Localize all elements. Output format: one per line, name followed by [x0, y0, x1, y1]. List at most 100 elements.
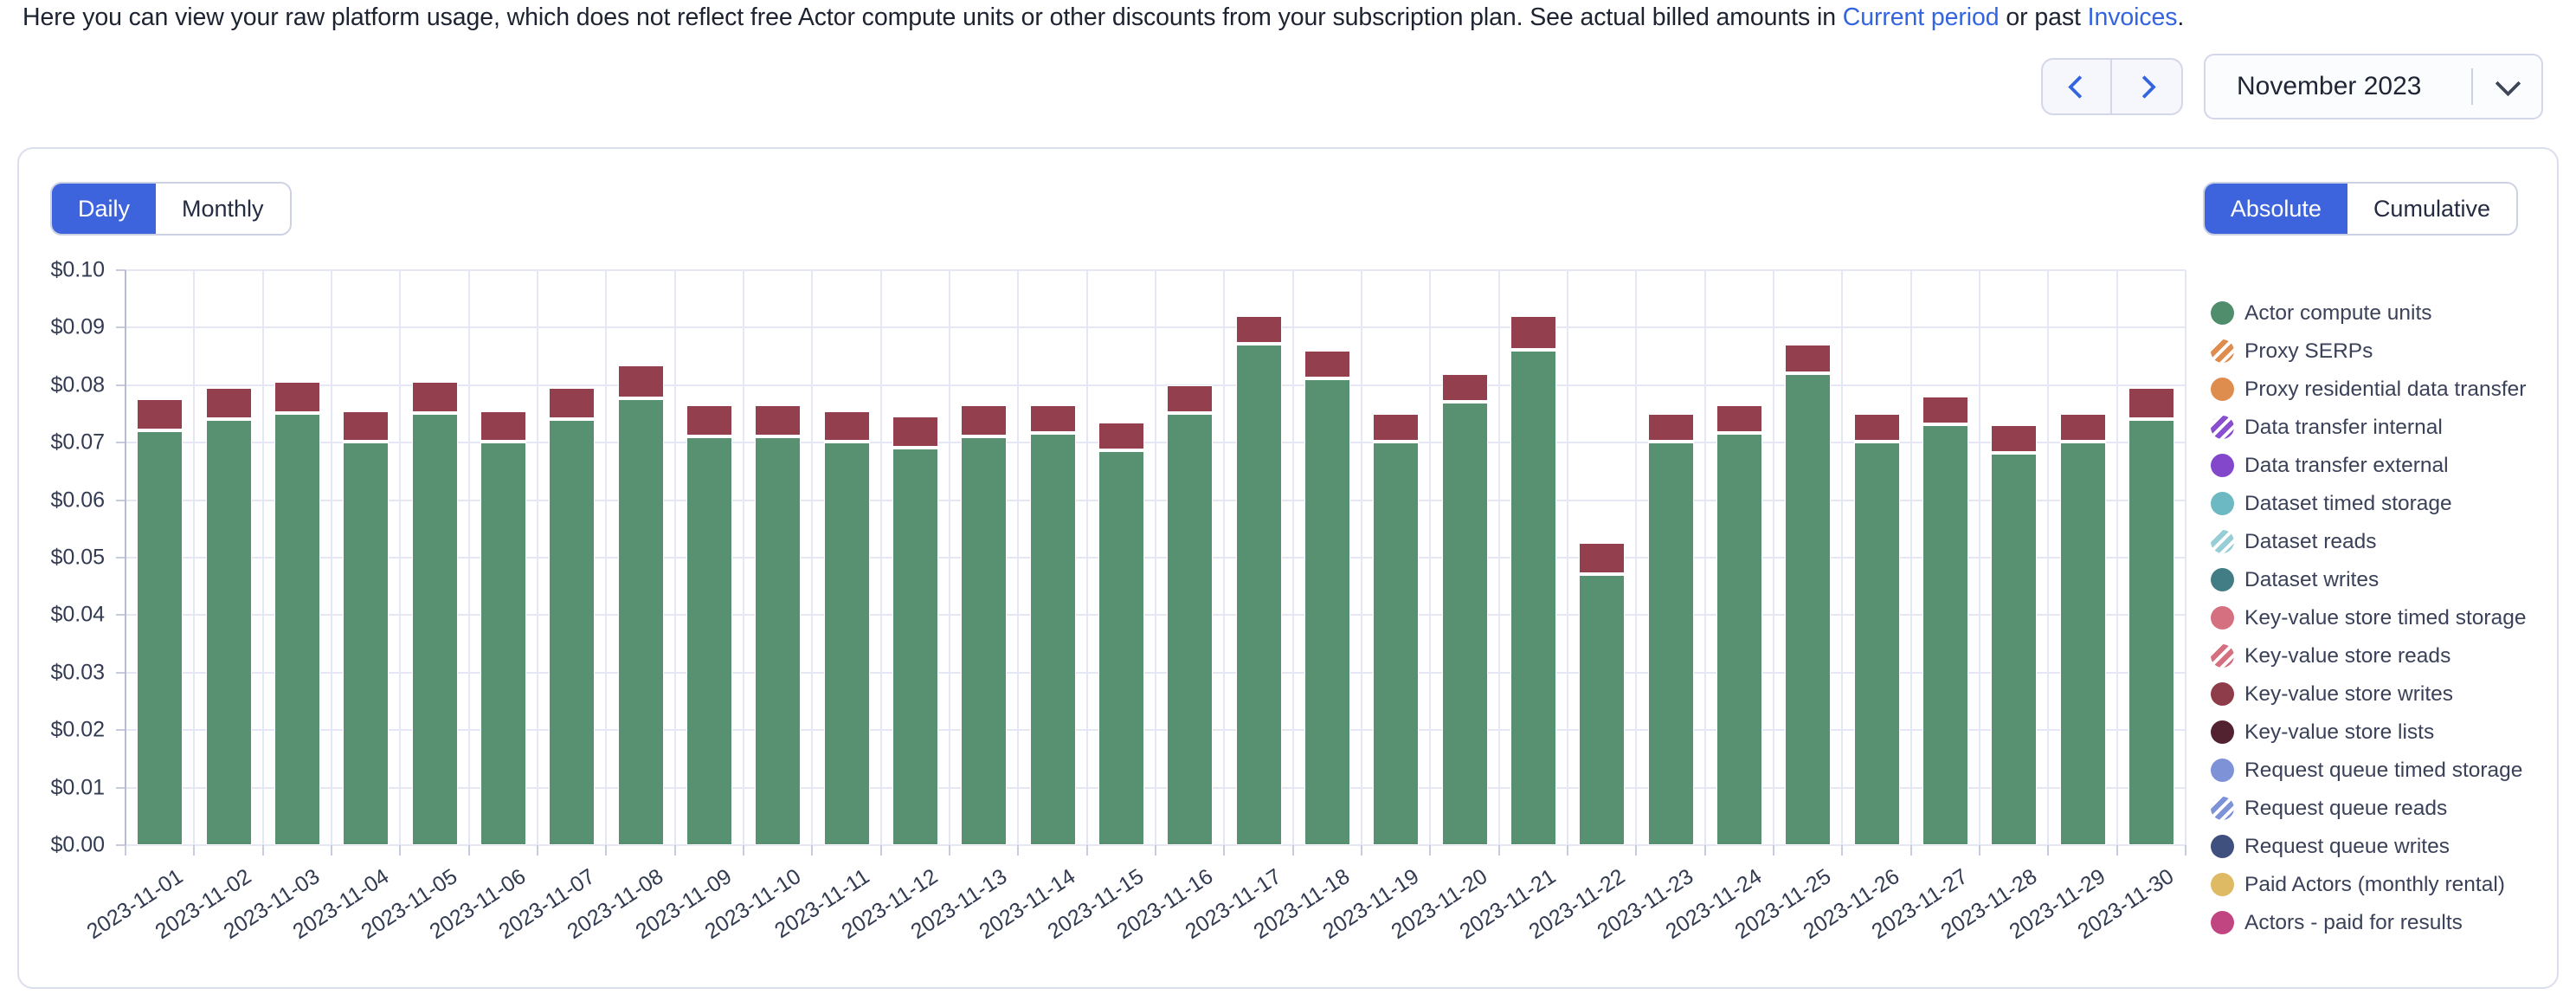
legend-item[interactable]: Key-value store writes — [2211, 682, 2526, 706]
bar-segment-actor-compute-units[interactable] — [1647, 442, 1694, 845]
bar-segment-actor-compute-units[interactable] — [1579, 574, 1626, 845]
bar-segment-actor-compute-units[interactable] — [1098, 451, 1144, 845]
bar-segment-actor-compute-units[interactable] — [823, 442, 870, 845]
bar-segment-actor-compute-units[interactable] — [2059, 442, 2106, 845]
x-axis-tick — [1429, 845, 1432, 856]
y-axis-tick — [116, 671, 126, 674]
bar-segment-key-value-store-writes[interactable] — [1510, 316, 1556, 351]
bar-segment-key-value-store-writes[interactable] — [274, 382, 320, 414]
x-axis-tick — [1773, 845, 1774, 856]
legend-item[interactable]: Key-value store lists — [2211, 720, 2526, 744]
bar-segment-actor-compute-units[interactable] — [1510, 350, 1556, 845]
bar-segment-key-value-store-writes[interactable] — [1991, 425, 2038, 455]
monthly-tab[interactable]: Monthly — [156, 184, 290, 234]
bar-segment-key-value-store-writes[interactable] — [1785, 345, 1832, 374]
month-dropdown[interactable]: November 2023 — [2204, 54, 2543, 119]
bar-segment-key-value-store-writes[interactable] — [1167, 384, 1214, 414]
bar-segment-actor-compute-units[interactable] — [343, 442, 390, 845]
bar-segment-actor-compute-units[interactable] — [1029, 434, 1076, 845]
bar-segment-actor-compute-units[interactable] — [686, 436, 732, 845]
bar-segment-key-value-store-writes[interactable] — [1373, 414, 1420, 443]
bar-segment-key-value-store-writes[interactable] — [2128, 388, 2174, 420]
bar-segment-actor-compute-units[interactable] — [274, 414, 320, 845]
legend-label: Dataset timed storage — [2244, 491, 2452, 515]
daily-tab[interactable]: Daily — [52, 184, 157, 234]
granularity-toggle: Daily Monthly — [50, 182, 292, 236]
y-axis-tick-label: $0.10 — [50, 257, 105, 282]
legend-item[interactable]: Dataset writes — [2211, 568, 2526, 591]
legend-item[interactable]: Dataset reads — [2211, 530, 2526, 553]
bar-segment-actor-compute-units[interactable] — [617, 399, 664, 845]
bar-segment-key-value-store-writes[interactable] — [343, 410, 390, 443]
vertical-gridline — [1703, 270, 1706, 845]
bar-segment-key-value-store-writes[interactable] — [549, 388, 596, 420]
bar-segment-key-value-store-writes[interactable] — [411, 382, 458, 414]
legend-item[interactable]: Data transfer internal — [2211, 416, 2526, 439]
current-period-link[interactable]: Current period — [1842, 3, 2000, 31]
bar-segment-key-value-store-writes[interactable] — [1304, 350, 1350, 380]
y-axis-tick-label: $0.06 — [50, 488, 105, 513]
absolute-tab[interactable]: Absolute — [2204, 184, 2347, 234]
legend-label: Proxy SERPs — [2244, 339, 2373, 363]
bar-segment-key-value-store-writes[interactable] — [686, 405, 732, 437]
bar-segment-key-value-store-writes[interactable] — [1235, 316, 1282, 346]
legend-item[interactable]: Key-value store reads — [2211, 644, 2526, 668]
bar-segment-key-value-store-writes[interactable] — [823, 410, 870, 443]
cumulative-tab[interactable]: Cumulative — [2347, 184, 2516, 234]
bar-segment-key-value-store-writes[interactable] — [961, 405, 1008, 437]
bar-segment-actor-compute-units[interactable] — [549, 419, 596, 845]
bar-segment-key-value-store-writes[interactable] — [480, 410, 526, 443]
bar-segment-actor-compute-units[interactable] — [2128, 419, 2174, 845]
bar-segment-key-value-store-writes[interactable] — [1922, 397, 1968, 426]
bar-segment-actor-compute-units[interactable] — [205, 419, 252, 845]
bar-segment-actor-compute-units[interactable] — [1853, 442, 1900, 845]
bar-segment-key-value-store-writes[interactable] — [205, 388, 252, 420]
bar-segment-actor-compute-units[interactable] — [1441, 402, 1488, 845]
x-axis-tick — [1979, 845, 1980, 856]
bar-segment-actor-compute-units[interactable] — [961, 436, 1008, 845]
bar-segment-actor-compute-units[interactable] — [1304, 379, 1350, 845]
legend-item[interactable]: Request queue timed storage — [2211, 759, 2526, 782]
bar-segment-actor-compute-units[interactable] — [755, 436, 802, 845]
bar-segment-key-value-store-writes[interactable] — [137, 399, 184, 431]
bar-segment-actor-compute-units[interactable] — [411, 414, 458, 845]
bar-segment-actor-compute-units[interactable] — [480, 442, 526, 845]
bar-segment-actor-compute-units[interactable] — [1235, 345, 1282, 845]
bar-segment-key-value-store-writes[interactable] — [1098, 422, 1144, 452]
bar-segment-actor-compute-units[interactable] — [1167, 414, 1214, 845]
bar-segment-actor-compute-units[interactable] — [1716, 434, 1762, 845]
legend-item[interactable]: Key-value store timed storage — [2211, 606, 2526, 630]
bar-segment-key-value-store-writes[interactable] — [1029, 405, 1076, 435]
bar-segment-key-value-store-writes[interactable] — [892, 417, 938, 449]
bar-segment-key-value-store-writes[interactable] — [1441, 373, 1488, 403]
bar-segment-actor-compute-units[interactable] — [1991, 454, 2038, 845]
bar-segment-actor-compute-units[interactable] — [1922, 425, 1968, 845]
legend-label: Request queue timed storage — [2244, 758, 2523, 782]
legend-item[interactable]: Actors - paid for results — [2211, 911, 2526, 934]
bar-segment-key-value-store-writes[interactable] — [2059, 414, 2106, 443]
bar-segment-key-value-store-writes[interactable] — [617, 365, 664, 400]
invoices-link[interactable]: Invoices — [2087, 3, 2178, 31]
legend-item[interactable]: Paid Actors (monthly rental) — [2211, 873, 2526, 896]
x-axis-tick — [467, 845, 470, 856]
legend-item[interactable]: Request queue writes — [2211, 835, 2526, 858]
legend-item[interactable]: Data transfer external — [2211, 454, 2526, 477]
legend-item[interactable]: Actor compute units — [2211, 301, 2526, 325]
bar-segment-actor-compute-units[interactable] — [1373, 442, 1420, 845]
legend-item[interactable]: Dataset timed storage — [2211, 492, 2526, 515]
bar-segment-actor-compute-units[interactable] — [892, 448, 938, 845]
legend-item[interactable]: Request queue reads — [2211, 797, 2526, 820]
legend-item[interactable]: Proxy SERPs — [2211, 339, 2526, 363]
bar-segment-key-value-store-writes[interactable] — [1853, 414, 1900, 443]
bar-segment-key-value-store-writes[interactable] — [1579, 543, 1626, 575]
legend-item[interactable]: Proxy residential data transfer — [2211, 378, 2526, 401]
bar-segment-key-value-store-writes[interactable] — [755, 405, 802, 437]
next-month-button[interactable] — [2112, 60, 2181, 113]
bar-segment-actor-compute-units[interactable] — [137, 430, 184, 845]
bar-segment-actor-compute-units[interactable] — [1785, 373, 1832, 845]
legend-label: Request queue reads — [2244, 796, 2448, 820]
bar-segment-key-value-store-writes[interactable] — [1716, 405, 1762, 435]
y-axis-tick-label: $0.08 — [50, 372, 105, 397]
bar-segment-key-value-store-writes[interactable] — [1647, 414, 1694, 443]
previous-month-button[interactable] — [2043, 60, 2112, 113]
